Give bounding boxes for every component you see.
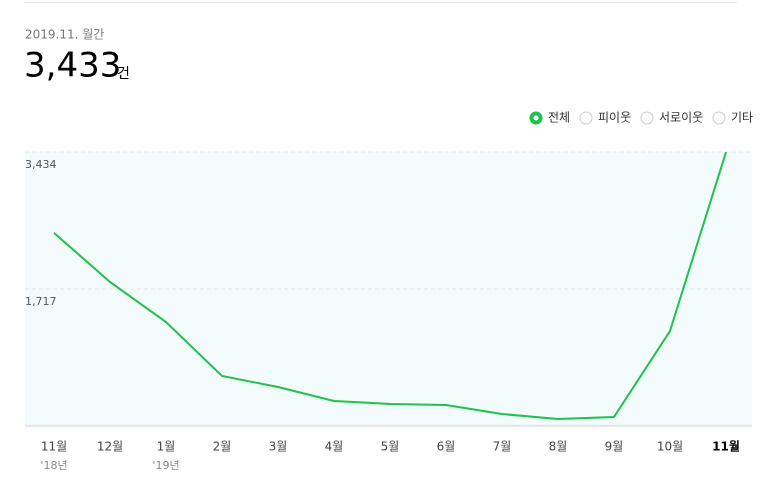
x-tick-label: 1월 xyxy=(157,440,176,454)
legend-radio[interactable] xyxy=(640,111,654,125)
x-sub-label: '19년 xyxy=(152,459,179,472)
x-tick-label: 2월 xyxy=(213,440,232,454)
legend-label[interactable]: 서로이웃 xyxy=(659,111,703,125)
legend-radio[interactable] xyxy=(712,111,726,125)
unit: 건 xyxy=(117,66,130,82)
legend-label[interactable]: 기타 xyxy=(731,111,753,125)
legend-radio[interactable] xyxy=(579,111,593,125)
y-tick-label: 1,717 xyxy=(25,295,57,308)
x-tick-label: 12월 xyxy=(97,440,123,454)
x-tick-label: 11월 xyxy=(41,440,67,454)
total: 3,433 xyxy=(24,46,121,86)
x-tick-label: 7월 xyxy=(493,440,512,454)
x-tick-label: 10월 xyxy=(657,440,683,454)
line xyxy=(53,151,727,420)
x-tick-label: 9월 xyxy=(605,440,624,454)
legend-label[interactable]: 피이웃 xyxy=(598,111,631,125)
x-tick-label: 5월 xyxy=(381,440,400,454)
x-tick-label: 4월 xyxy=(325,440,344,454)
x-tick-label: 11월 xyxy=(712,439,740,454)
x-tick-label: 6월 xyxy=(437,440,456,454)
period: 2019.11. 월간 xyxy=(25,28,104,42)
x-tick-label: 3월 xyxy=(269,440,288,454)
legend-label[interactable]: 전체 xyxy=(548,111,570,125)
x-sub-label: '18년 xyxy=(40,459,67,472)
legend-radio-dot xyxy=(533,115,539,121)
x-tick-label: 8월 xyxy=(549,440,568,454)
y-tick-label: 3,434 xyxy=(25,158,57,171)
